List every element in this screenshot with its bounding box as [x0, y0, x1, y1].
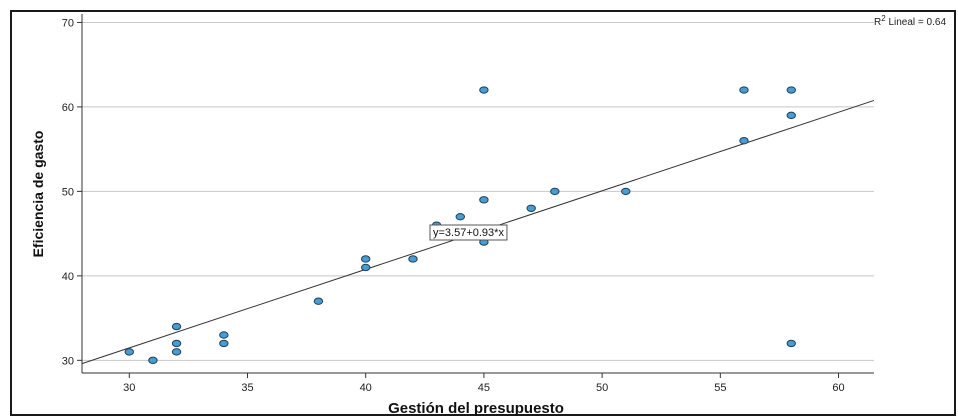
y-tick-label-30: 30: [62, 355, 74, 367]
data-point-20: [739, 137, 749, 145]
x-tick-label-60: 60: [832, 382, 844, 394]
data-point-16: [526, 204, 536, 212]
y-tick-label-40: 40: [62, 271, 74, 283]
y-tick-label-70: 70: [62, 17, 74, 29]
data-point-14: [479, 196, 489, 204]
data-point-1: [148, 356, 158, 365]
chart-frame: [10, 10, 956, 416]
x-tick-label-30: 30: [123, 382, 135, 394]
x-tick-label-40: 40: [360, 382, 372, 394]
data-point-7: [313, 297, 324, 305]
x-ticks: 30 35 40 45 50 55 60: [123, 373, 845, 394]
y-tick-label-60: 60: [62, 102, 74, 114]
y-axis-title: Eficiencia de gasto: [30, 131, 46, 258]
data-point-21: [786, 86, 796, 94]
data-point-4: [171, 348, 182, 356]
data-point-18: [621, 187, 631, 196]
data-point-10: [408, 255, 418, 263]
data-point-8: [361, 255, 371, 263]
y-tick-label-50: 50: [62, 186, 74, 198]
x-tick-label-35: 35: [241, 382, 253, 394]
data-point-9: [361, 263, 371, 272]
data-point-5: [219, 331, 229, 339]
data-point-22: [786, 111, 796, 120]
data-point-13: [479, 86, 489, 94]
equation-box: [429, 224, 508, 241]
x-tick-label-55: 55: [714, 382, 726, 394]
x-tick-label-45: 45: [478, 382, 490, 394]
data-point-19: [739, 86, 749, 94]
data-point-3: [171, 339, 182, 348]
x-tick-label-50: 50: [596, 382, 608, 394]
data-point-17: [550, 187, 560, 196]
equation-text: y=3.57+0.93*x: [433, 227, 504, 239]
data-point-0: [124, 348, 134, 356]
r-squared-label: R2 Lineal = 0.64: [874, 14, 946, 28]
data-point-6: [219, 339, 229, 348]
data-point-12: [455, 213, 465, 221]
data-point-23: [786, 339, 796, 348]
gridlines: [82, 21, 874, 361]
x-axis-title: Gestión del presupuesto: [388, 400, 564, 417]
equation-label: y=3.57+0.93*x: [429, 224, 508, 241]
y-ticks: 30 40 50 60 70: [62, 17, 82, 367]
data-point-2: [171, 322, 182, 331]
data-points: [124, 86, 796, 365]
